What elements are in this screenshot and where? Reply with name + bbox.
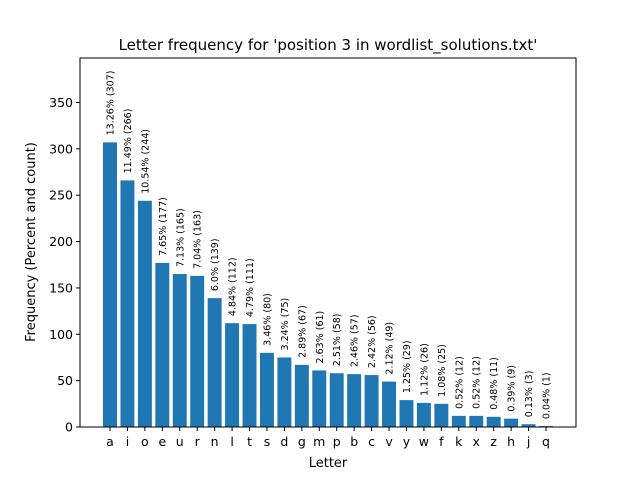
y-tick-label-50: 50 [57,373,73,388]
bar-h [504,418,519,427]
data-label-k: 0.52% (12) [454,356,465,409]
bar-v [382,381,397,427]
y-axis: 0 50 100 150 200 250 300 350 [49,95,80,435]
bar-d [277,357,292,427]
x-tick-label-d: d [280,434,288,449]
data-label-m: 2.63% (61) [315,311,326,364]
x-tick-label-m: m [313,434,325,449]
bar-l [225,323,240,427]
data-label-e: 7.65% (177) [158,197,169,256]
x-tick-label-t: t [247,434,252,449]
bar-m [312,370,327,427]
x-tick-label-x: x [473,434,480,449]
data-labels: 13.26% (307) 11.49% (266) 10.54% (244) 7.65… [106,71,553,419]
y-tick-label-150: 150 [49,280,73,295]
data-label-z: 0.48% (11) [489,357,500,410]
x-tick-label-h: h [507,434,515,449]
data-label-y: 1.25% (29) [402,340,413,393]
y-tick-label-100: 100 [49,327,73,342]
bar-p [329,373,344,427]
y-tick-label-200: 200 [49,234,73,249]
bar-b [347,374,362,427]
bar-i [120,180,135,427]
x-tick-label-z: z [490,434,497,449]
x-tick-label-b: b [350,434,358,449]
data-label-j: 0.13% (3) [524,371,535,418]
plot-frame [79,57,577,428]
y-axis-label: Frequency (Percent and count) [24,142,39,342]
x-tick-label-o: o [141,434,149,449]
bar-f [434,403,449,427]
bar-u [172,274,187,427]
x-tick-label-p: p [333,434,341,449]
x-tick-label-s: s [264,434,271,449]
data-label-r: 7.04% (163) [193,210,204,269]
data-label-q: 0.04% (1) [542,372,553,419]
data-label-u: 7.13% (165) [175,208,186,267]
data-label-w: 1.12% (26) [419,343,430,396]
data-label-i: 11.49% (266) [123,109,134,174]
x-tick-label-i: i [126,434,129,449]
x-tick-label-r: r [195,434,201,449]
bar-z [486,416,501,427]
x-tick-label-q: q [542,434,550,449]
x-axis-label: Letter [309,456,348,471]
x-tick-label-v: v [385,434,393,449]
x-tick-label-l: l [230,434,233,449]
bar-j [521,424,536,427]
bar-c [364,375,379,427]
data-label-f: 1.08% (25) [437,344,448,397]
bar-s [259,352,274,427]
data-label-d: 3.24% (75) [280,298,291,351]
x-tick-label-y: y [403,434,411,449]
plot-area [103,142,553,427]
data-label-p: 2.51% (58) [332,314,343,367]
bar-k [451,415,466,427]
bar-r [190,275,205,427]
data-label-o: 10.54% (244) [140,129,151,194]
bar-e [155,262,170,427]
x-tick-label-k: k [455,434,463,449]
bar-x [469,415,484,427]
bar-o [137,200,152,427]
x-tick-label-j: j [526,434,530,449]
y-tick-label-350: 350 [49,95,73,110]
x-tick-label-f: f [439,434,444,449]
data-label-s: 3.46% (80) [262,293,273,346]
data-label-t: 4.79% (111) [245,258,256,317]
chart-title: Letter frequency for 'position 3 in word… [119,36,538,55]
data-label-n: 6.0% (139) [210,238,221,291]
x-tick-label-a: a [106,434,114,449]
bar-y [399,400,414,427]
x-tick-label-w: w [419,434,429,449]
data-label-c: 2.42% (56) [367,315,378,368]
x-tick-label-u: u [176,434,184,449]
x-tick-label-n: n [211,434,219,449]
bar-a [103,142,117,427]
bar-g [294,364,309,427]
data-label-b: 2.46% (57) [350,314,361,367]
bar-n [207,298,222,427]
bar-w [416,402,431,427]
data-label-l: 4.84% (112) [228,257,239,316]
bar-t [242,324,257,427]
data-label-x: 0.52% (12) [472,356,483,409]
x-tick-label-g: g [298,434,306,449]
data-label-a: 13.26% (307) [106,71,117,136]
data-label-g: 2.89% (67) [297,305,308,358]
y-tick-label-300: 300 [49,141,73,156]
data-label-h: 0.39% (9) [507,365,518,412]
x-tick-label-e: e [158,434,166,449]
x-tick-label-c: c [368,434,375,449]
data-label-v: 2.12% (49) [385,322,396,375]
y-tick-label-250: 250 [49,188,73,203]
y-tick-label-0: 0 [65,420,73,435]
